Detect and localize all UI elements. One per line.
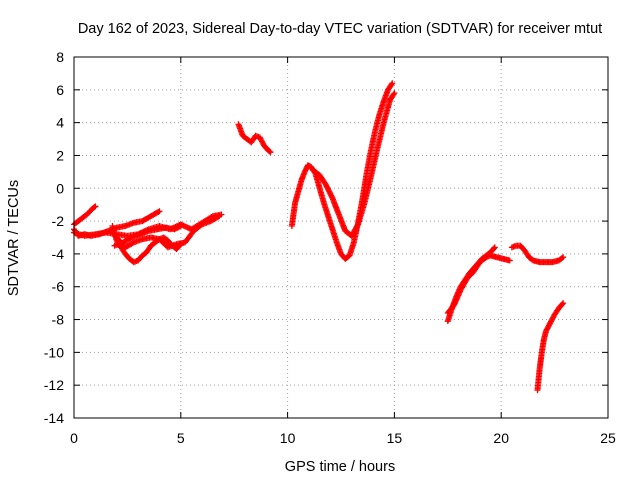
data-point <box>559 255 566 262</box>
x-tick-label: 20 <box>493 430 509 446</box>
y-tick-label: 6 <box>56 82 64 98</box>
data-point <box>559 301 566 308</box>
y-tick-label: -12 <box>44 377 64 393</box>
x-axis-label: GPS time / hours <box>285 459 395 475</box>
y-tick-label: -8 <box>52 312 65 328</box>
data-point <box>266 148 273 155</box>
y-tick-label: 2 <box>56 147 64 163</box>
chart-title: Day 162 of 2023, Sidereal Day-to-day VTE… <box>78 21 602 37</box>
data-point <box>156 208 163 215</box>
plot-frame <box>73 56 609 419</box>
x-tick-label: 10 <box>280 430 296 446</box>
y-tick-label: -2 <box>52 213 65 229</box>
data-point <box>216 213 223 220</box>
data-point <box>176 223 183 230</box>
grid <box>74 57 608 418</box>
data-point <box>560 254 567 261</box>
data-point <box>491 244 498 251</box>
data-point <box>391 90 398 97</box>
y-tick-label: 8 <box>56 49 64 65</box>
data-point <box>91 204 98 211</box>
data-point <box>390 91 397 98</box>
data-point <box>215 213 222 220</box>
data-point <box>506 257 513 264</box>
data-point <box>155 208 162 215</box>
y-tick-label: -6 <box>52 279 65 295</box>
axis-ticks: 0 5 10 15 20 25 -14 -12 -10 -8 -6 -4 -2 0 2 4 6 8 <box>44 49 616 446</box>
y-tick-label: 0 <box>56 180 64 196</box>
y-tick-label: -14 <box>44 410 64 426</box>
y-axis-label: SDTVAR / TECUs <box>6 180 22 296</box>
y-tick-label: -4 <box>52 246 65 262</box>
data-point <box>560 300 567 307</box>
x-tick-label: 0 <box>70 430 78 446</box>
y-tick-label: 4 <box>56 115 64 131</box>
data-point <box>389 80 396 87</box>
data-point <box>388 81 395 88</box>
x-tick-label: 5 <box>177 430 185 446</box>
data-point <box>267 149 274 156</box>
y-tick-label: -10 <box>44 344 64 360</box>
data-point <box>490 245 497 252</box>
data-point <box>177 223 184 230</box>
data-points <box>71 80 567 394</box>
x-tick-label: 25 <box>600 430 616 446</box>
data-point <box>92 203 99 210</box>
x-tick-label: 15 <box>387 430 403 446</box>
data-point <box>354 222 361 229</box>
